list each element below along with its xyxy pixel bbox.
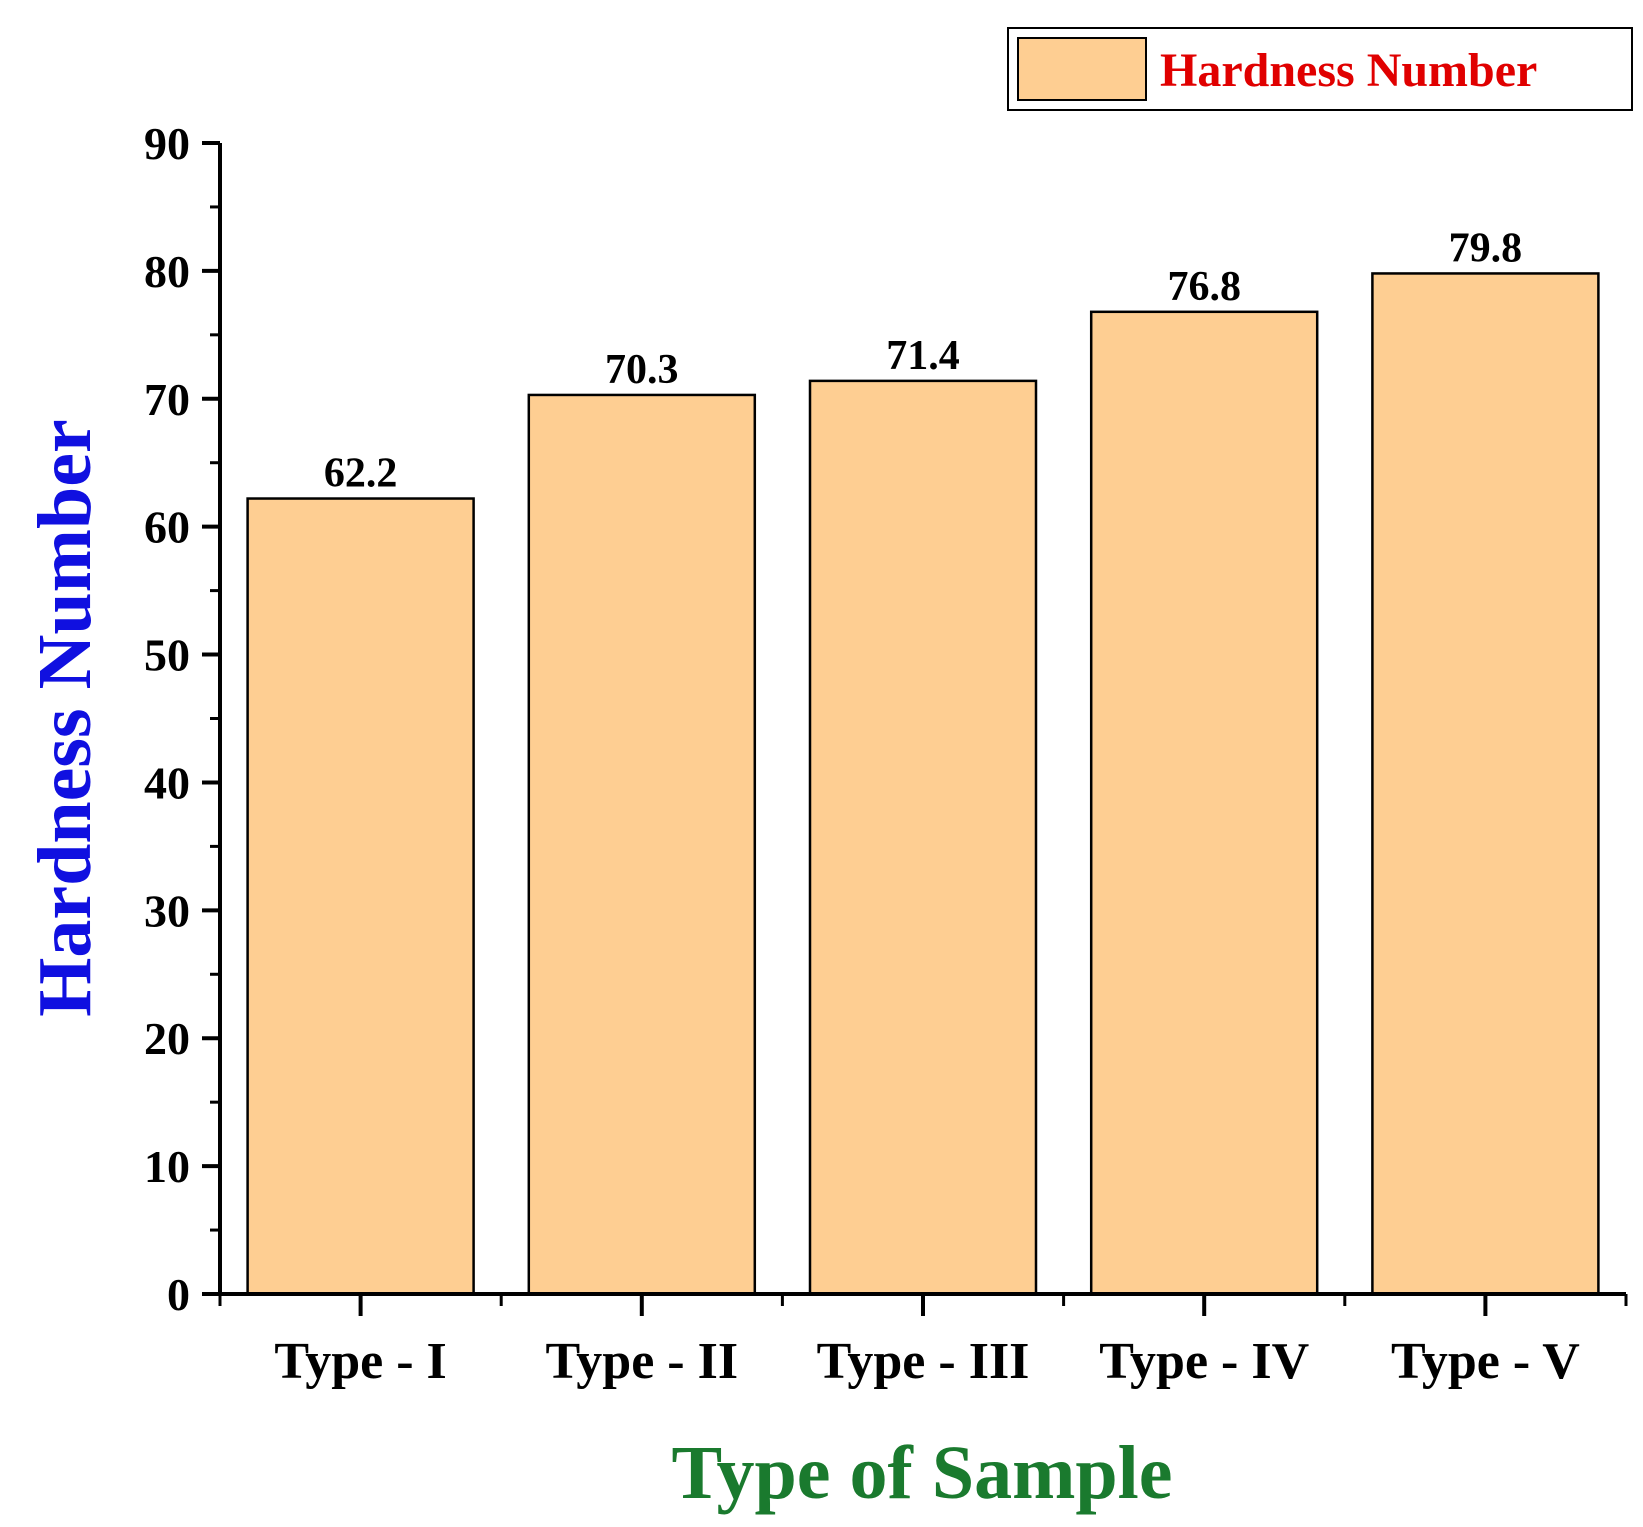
bar-value-label: 79.8 (1449, 225, 1523, 271)
bar (1089, 310, 1319, 1296)
y-tick-label: 70 (144, 374, 190, 425)
y-tick-label: 20 (144, 1013, 190, 1064)
y-tick-label: 90 (144, 118, 190, 169)
bar (246, 497, 475, 1296)
y-tick-label: 40 (144, 757, 190, 808)
legend-swatch (1017, 37, 1147, 101)
x-axis-ticks: Type - I Type - II Type - III Type - IV Type… (218, 1294, 1628, 1390)
bar (527, 393, 757, 1296)
bar-value-label: 62.2 (324, 451, 398, 497)
bar-value-label: 70.3 (605, 347, 679, 393)
bars: 62.2 70.3 71.4 76.8 79.8 (246, 225, 1600, 1296)
y-tick-label: 50 (144, 630, 190, 681)
y-tick-label: 80 (144, 246, 190, 297)
legend-label: Hardness Number (1160, 44, 1537, 97)
x-tick-label: Type - V (1391, 1333, 1580, 1390)
y-axis-ticks: 0 10 20 30 40 50 60 70 80 90 (144, 118, 220, 1320)
y-axis-title: Hardness Number (23, 419, 107, 1016)
x-tick-label: Type - I (274, 1333, 446, 1390)
bar (1371, 272, 1600, 1296)
x-tick-label: Type - III (817, 1333, 1030, 1390)
y-tick-label: 30 (144, 885, 190, 936)
bar-value-label: 71.4 (886, 333, 960, 379)
y-tick-label: 0 (167, 1269, 190, 1320)
x-axis-title: Type of Sample (671, 1431, 1172, 1515)
x-tick-label: Type - IV (1099, 1333, 1309, 1390)
x-tick-label: Type - II (545, 1333, 738, 1390)
y-tick-label: 60 (144, 502, 190, 553)
legend: Hardness Number (1007, 27, 1633, 111)
bar (808, 379, 1038, 1296)
y-tick-label: 10 (144, 1141, 190, 1192)
bar-value-label: 76.8 (1167, 264, 1241, 310)
